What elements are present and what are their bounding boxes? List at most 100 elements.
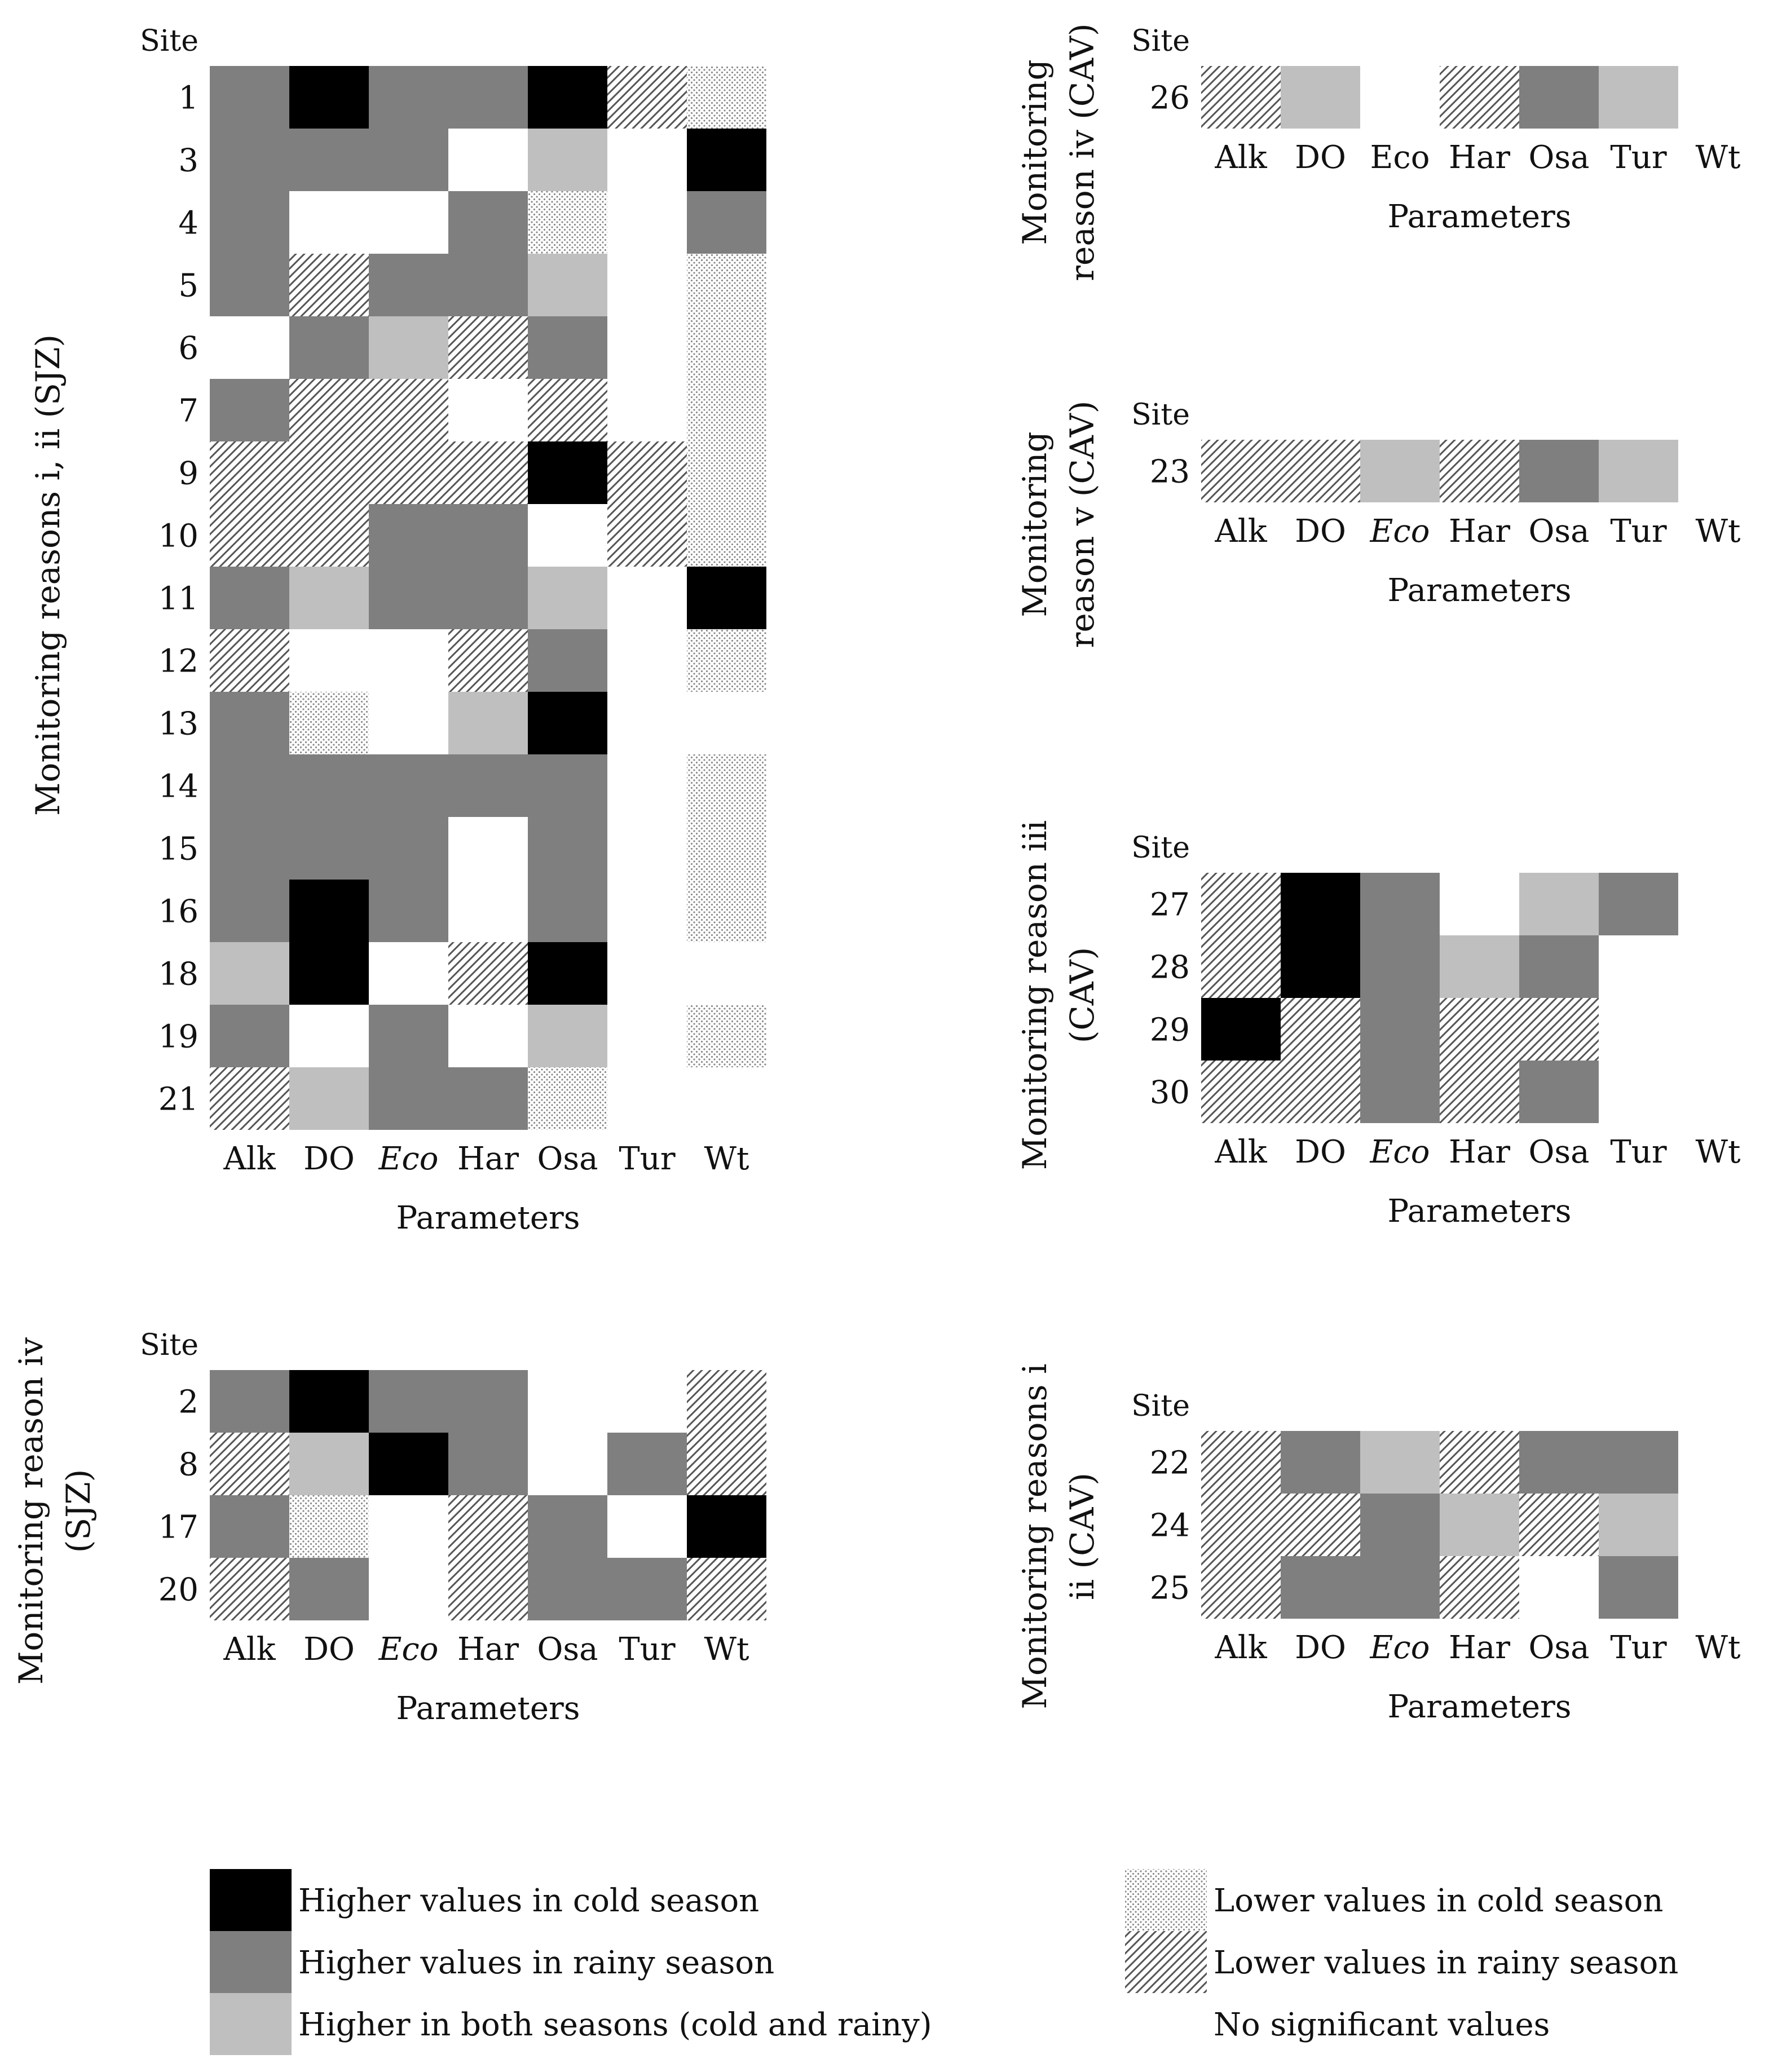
heatmap-cell-site-22-Har [1440, 1431, 1519, 1494]
heatmap-cell-site-10-Osa [528, 504, 607, 567]
site-tick-label: 18 [158, 956, 199, 993]
heatmap-cell-site-9-Har [448, 441, 528, 504]
site-tick-label: 28 [1150, 949, 1190, 986]
heatmap-cell-site-15-Wt [687, 817, 766, 880]
heatmap-cell-site-10-DO [289, 504, 369, 567]
heatmap-cell-site-12-Eco [369, 629, 448, 692]
heatmap-cell-site-21-Har [448, 1067, 528, 1130]
heatmap-cell-site-30-Osa [1519, 1061, 1599, 1123]
heatmap-cell-site-8-Alk [210, 1433, 289, 1495]
heatmap-cell-site-23-Wt [1678, 440, 1758, 502]
heatmap-cell-site-14-Wt [687, 754, 766, 817]
heatmap-cell-site-10-Har [448, 504, 528, 567]
heatmap-cell-site-23-Har [1440, 440, 1519, 502]
heatmap-cell-site-3-Tur [607, 129, 687, 191]
site-tick-label: 3 [178, 143, 199, 179]
heatmap-cell-site-12-Alk [210, 629, 289, 692]
heatmap-cell-site-18-DO [289, 942, 369, 1005]
heatmap-cell-site-9-DO [289, 441, 369, 504]
heatmap-cell-site-4-Osa [528, 191, 607, 254]
heatmap-cell-site-16-DO [289, 880, 369, 942]
legend-label-b: Higher in both seasons (cold and rainy) [298, 2007, 932, 2043]
heatmap-cell-site-14-Osa [528, 754, 607, 817]
heatmap-cell-site-24-Tur [1599, 1494, 1678, 1556]
parameters-axis-title: Parameters [1387, 572, 1571, 609]
site-tick-label: 17 [158, 1509, 199, 1546]
site-tick-label: 10 [158, 518, 199, 555]
heatmap-cell-site-5-Eco [369, 254, 448, 316]
parameter-tick-label-osa: Osa [537, 1141, 598, 1177]
heatmap-cell-site-5-Osa [528, 254, 607, 316]
parameter-tick-label-osa: Osa [1528, 139, 1589, 176]
heatmap-cell-site-8-Osa [528, 1433, 607, 1495]
heatmap-cell-site-12-Wt [687, 629, 766, 692]
heatmap-cell-site-15-DO [289, 817, 369, 880]
heatmap-cell-site-25-DO [1281, 1556, 1360, 1619]
parameter-tick-label-eco: Eco [1370, 1629, 1430, 1666]
heatmap-cell-site-24-Alk [1201, 1494, 1281, 1556]
heatmap-cell-site-3-DO [289, 129, 369, 191]
heatmap-cell-site-18-Osa [528, 942, 607, 1005]
heatmap-cell-site-12-DO [289, 629, 369, 692]
heatmap-cell-site-16-Osa [528, 880, 607, 942]
heatmap-cell-site-25-Alk [1201, 1556, 1281, 1619]
heatmap-cell-site-7-Tur [607, 379, 687, 441]
heatmap-cell-site-14-Tur [607, 754, 687, 817]
heatmap-cell-site-10-Eco [369, 504, 448, 567]
heatmap-cell-site-28-Osa [1519, 935, 1599, 998]
heatmap-cell-site-13-Har [448, 692, 528, 754]
parameter-tick-label-do: DO [1295, 1629, 1346, 1666]
parameters-axis-title: Parameters [396, 1200, 580, 1236]
heatmap-cell-site-9-Alk [210, 441, 289, 504]
site-tick-label: 2 [178, 1384, 199, 1421]
heatmap-cell-site-23-Alk [1201, 440, 1281, 502]
heatmap-cell-site-11-Har [448, 567, 528, 629]
parameter-tick-label-har: Har [1449, 1629, 1510, 1666]
heatmap-cell-site-3-Alk [210, 129, 289, 191]
heatmap-cell-site-19-Har [448, 1005, 528, 1067]
site-tick-label: 11 [158, 581, 199, 617]
site-axis-title: Site [1131, 1389, 1190, 1423]
parameter-tick-label-alk: Alk [223, 1141, 276, 1177]
heatmap-cell-site-4-Eco [369, 191, 448, 254]
legend-swatch-c [210, 1869, 292, 1931]
site-tick-label: 29 [1150, 1012, 1190, 1049]
site-tick-label: 14 [158, 768, 199, 805]
heatmap-cell-site-13-Osa [528, 692, 607, 754]
heatmap-cell-site-29-DO [1281, 998, 1360, 1061]
heatmap-cell-site-2-Har [448, 1370, 528, 1433]
legend-swatch-r [210, 1931, 292, 1993]
parameter-tick-label-do: DO [303, 1631, 355, 1668]
heatmap-cell-site-29-Wt [1678, 998, 1758, 1061]
heatmap-cell-site-15-Har [448, 817, 528, 880]
site-tick-label: 6 [178, 330, 199, 367]
heatmap-cell-site-18-Eco [369, 942, 448, 1005]
heatmap-cell-site-6-Wt [687, 316, 766, 379]
heatmap-cell-site-5-Tur [607, 254, 687, 316]
heatmap-cell-site-4-DO [289, 191, 369, 254]
heatmap-cell-site-11-Tur [607, 567, 687, 629]
heatmap-cell-site-16-Tur [607, 880, 687, 942]
parameter-tick-label-wt: Wt [704, 1631, 749, 1668]
heatmap-cell-site-3-Osa [528, 129, 607, 191]
site-axis-title: Site [140, 1328, 199, 1362]
heatmap-cell-site-4-Wt [687, 191, 766, 254]
site-tick-label: 20 [158, 1572, 199, 1609]
heatmap-cell-site-16-Eco [369, 880, 448, 942]
heatmap-cell-site-27-Tur [1599, 873, 1678, 935]
parameter-tick-label-alk: Alk [1214, 1134, 1267, 1170]
heatmap-cell-site-8-Tur [607, 1433, 687, 1495]
parameter-tick-label-eco: Eco [1370, 1134, 1430, 1170]
heatmap-cell-site-1-Wt [687, 66, 766, 129]
heatmap-cell-site-20-DO [289, 1558, 369, 1620]
heatmap-cell-site-17-Alk [210, 1495, 289, 1558]
heatmap-cell-site-21-Eco [369, 1067, 448, 1130]
heatmap-cell-site-13-Wt [687, 692, 766, 754]
panel-title: Monitoring reason v (CAV) [1016, 401, 1101, 648]
parameters-axis-title: Parameters [396, 1690, 580, 1727]
legend-label-lr: Lower values in rainy season [1214, 1945, 1678, 1981]
heatmap-cell-site-2-Tur [607, 1370, 687, 1433]
heatmap-cell-site-10-Wt [687, 504, 766, 567]
heatmap-cell-site-28-Eco [1360, 935, 1440, 998]
parameter-tick-label-alk: Alk [223, 1631, 276, 1668]
